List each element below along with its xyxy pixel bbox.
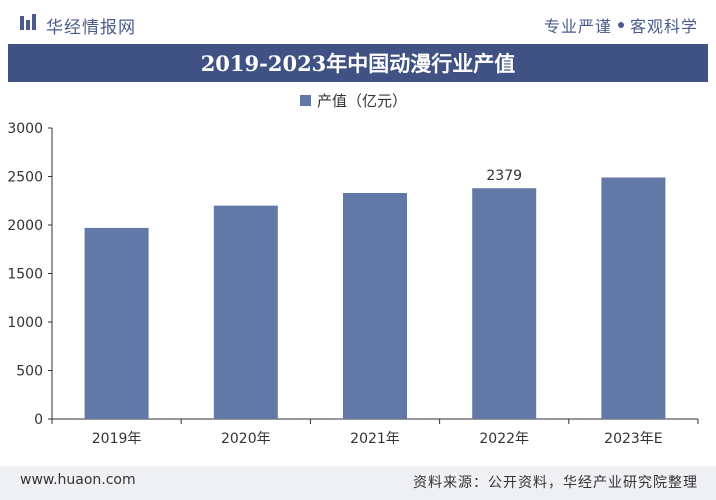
y-tick-label: 2500 xyxy=(7,170,43,186)
y-tick-label: 2000 xyxy=(7,218,43,234)
slogan: 专业严谨 客观科学 xyxy=(544,13,698,37)
chart-title: 2019-2023年中国动漫行业产值 xyxy=(200,51,516,76)
footer-url: www.huaon.com xyxy=(20,472,136,488)
footer-source: 资料来源：公开资料，华经产业研究院整理 xyxy=(413,475,698,491)
y-tick-label: 1000 xyxy=(7,315,43,331)
dot-separator xyxy=(617,22,624,28)
x-tick-label: 2023年E xyxy=(604,431,662,447)
y-tick-label: 0 xyxy=(34,412,43,428)
slogan-right: 客观科学 xyxy=(629,17,698,36)
y-tick-label: 1500 xyxy=(7,267,43,283)
bar xyxy=(343,192,407,419)
legend: 产值（亿元） xyxy=(300,90,407,111)
bar xyxy=(213,205,278,419)
bar xyxy=(84,227,149,419)
x-tick-label: 2019年 xyxy=(92,431,142,447)
data-label: 2379 xyxy=(486,168,522,184)
legend-swatch xyxy=(300,95,311,106)
bar-chart: 0 500 1000 1500 2000 2500 3000 2019年 2020年 2021年 2… xyxy=(7,121,699,447)
y-tick-label: 3000 xyxy=(7,121,43,137)
legend-label: 产值（亿元） xyxy=(317,92,408,110)
y-tick-label: 500 xyxy=(16,364,43,380)
slogan-left: 专业严谨 xyxy=(543,17,612,36)
logo-icon xyxy=(20,14,36,30)
x-tick-label: 2022年 xyxy=(479,431,529,447)
bar xyxy=(472,188,537,419)
brand-name: 华经情报网 xyxy=(46,18,136,38)
title-bar: 2019-2023年中国动漫行业产值 xyxy=(8,44,708,82)
footer-bar: www.huaon.com 资料来源：公开资料，华经产业研究院整理 xyxy=(0,466,716,500)
x-tick-label: 2020年 xyxy=(221,431,271,447)
header-bar: 华经情报网 专业严谨 客观科学 xyxy=(0,0,716,44)
bar xyxy=(601,177,666,419)
x-tick-label: 2021年 xyxy=(350,431,400,447)
